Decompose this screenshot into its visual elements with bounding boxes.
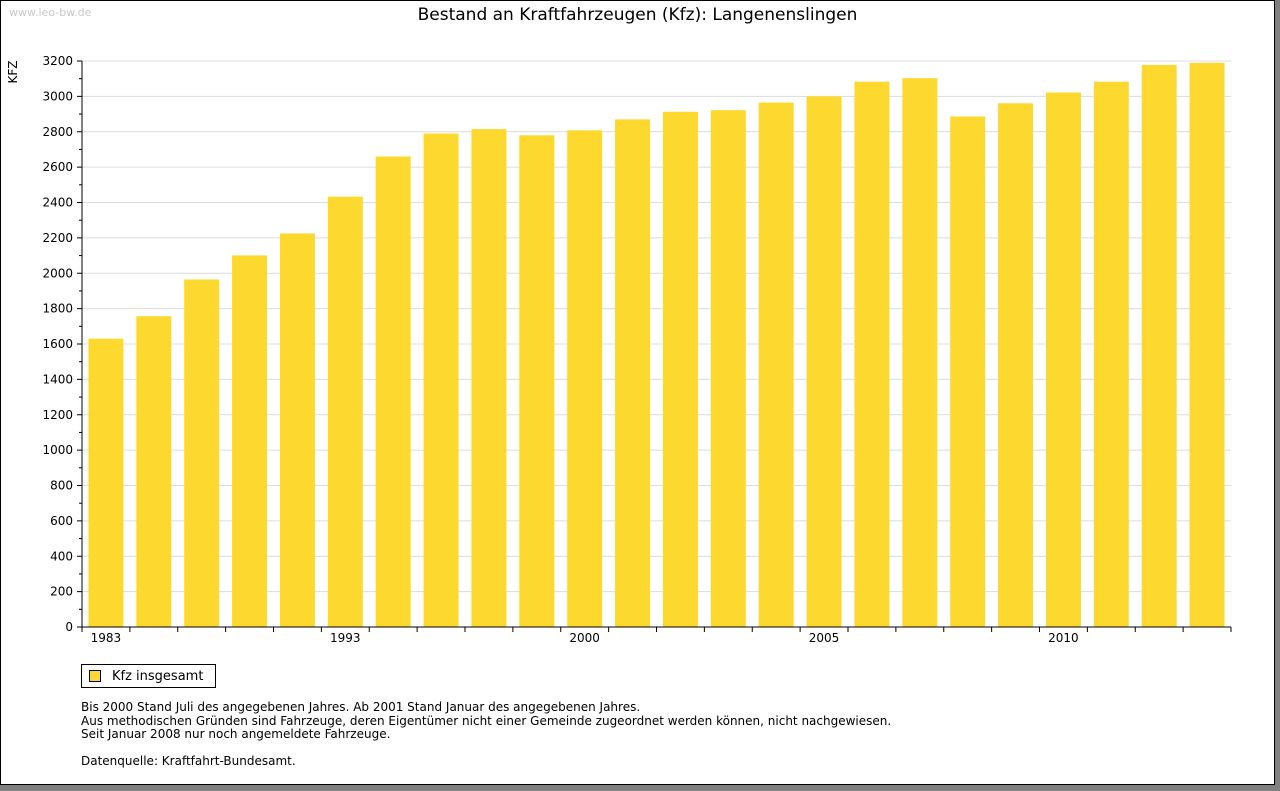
y-tick-label: 1800 — [42, 302, 73, 316]
bars — [88, 62, 1225, 628]
bar — [279, 233, 315, 627]
bar — [998, 103, 1034, 627]
x-tick-label: 1993 — [330, 631, 361, 645]
y-axis-ticks: 0 200 400 600 800 1000 1200 1400 1600 1800 2000 220… — [42, 54, 82, 634]
chart-title: Bestand an Kraftfahrzeugen (Kfz): Langen… — [417, 5, 858, 25]
y-tick-label: 2800 — [42, 125, 73, 139]
bar — [662, 111, 698, 627]
x-tick-label: 1983 — [91, 631, 122, 645]
x-tick-label: 2010 — [1048, 631, 1079, 645]
y-tick-label: 3200 — [42, 54, 73, 68]
y-tick-label: 2000 — [42, 266, 73, 280]
y-tick-label: 1000 — [42, 443, 73, 457]
bar — [88, 338, 124, 627]
bar — [758, 102, 794, 628]
note-line: Bis 2000 Stand Juli des angegebenen Jahr… — [81, 700, 641, 714]
bar — [615, 119, 651, 628]
legend-swatch — [89, 670, 101, 682]
bar — [423, 133, 459, 628]
y-tick-label: 1600 — [42, 337, 73, 351]
bar — [710, 110, 746, 627]
data-source: Datenquelle: Kraftfahrt-Bundesamt. — [81, 754, 296, 768]
y-tick-label: 400 — [50, 549, 73, 563]
bar — [1093, 81, 1129, 627]
bar — [184, 279, 220, 627]
bar — [567, 130, 603, 627]
x-tick-label: 2000 — [569, 631, 600, 645]
x-tick-label: 2005 — [809, 631, 840, 645]
y-tick-label: 1400 — [42, 372, 73, 386]
bar — [1189, 62, 1225, 628]
y-axis-label: KFZ — [6, 61, 20, 84]
note-line: Seit Januar 2008 nur noch angemeldete Fa… — [81, 727, 391, 741]
y-tick-label: 3000 — [42, 89, 73, 103]
bar — [327, 196, 363, 627]
y-tick-label: 0 — [65, 620, 73, 634]
y-tick-label: 2400 — [42, 196, 73, 210]
note-line: Aus methodischen Gründen sind Fahrzeuge,… — [81, 713, 892, 728]
y-tick-label: 200 — [50, 585, 73, 599]
bar — [136, 316, 172, 627]
notes: Bis 2000 Stand Juli des angegebenen Jahr… — [81, 700, 892, 742]
y-tick-label: 800 — [50, 479, 73, 493]
y-tick-label: 600 — [50, 514, 73, 528]
grid-lines — [82, 60, 1231, 593]
bar — [1045, 92, 1081, 627]
legend: Kfz insgesamt — [81, 664, 217, 688]
y-tick-label: 2600 — [42, 160, 73, 174]
bar — [854, 81, 890, 627]
bar — [232, 255, 268, 627]
bar — [375, 156, 411, 627]
bar — [950, 116, 986, 627]
y-tick-label: 1200 — [42, 408, 73, 422]
bar — [1141, 64, 1177, 628]
y-tick-label: 2200 — [42, 231, 73, 245]
watermark: www.leo-bw.de — [9, 6, 92, 19]
bar — [519, 135, 555, 627]
x-axis-ticks: 1983 1993 2000 2005 2010 — [81, 627, 1232, 645]
bar — [471, 129, 507, 628]
bar — [902, 78, 938, 628]
legend-label: Kfz insgesamt — [112, 668, 204, 684]
bar — [806, 96, 842, 627]
